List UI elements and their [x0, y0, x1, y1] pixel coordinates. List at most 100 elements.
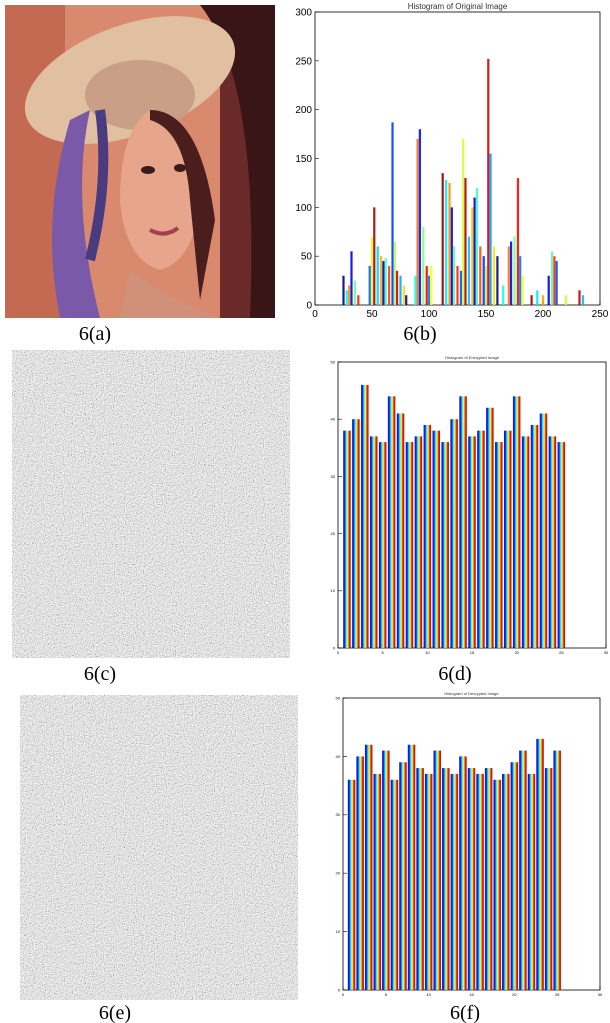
bar: [394, 242, 396, 305]
x-tick-label: 20: [512, 992, 517, 997]
bar: [531, 425, 539, 648]
y-tick-label: 50: [336, 695, 341, 700]
bar: [496, 256, 498, 305]
chart-title: Histogram of Encrypted Image: [445, 355, 500, 360]
bar: [388, 266, 390, 305]
bar: [428, 276, 430, 305]
bar: [361, 385, 369, 648]
x-tick-label: 10: [425, 650, 430, 655]
caption: 6(c): [84, 663, 116, 685]
bar: [399, 762, 407, 990]
caption: 6(a): [79, 323, 111, 345]
bar: [350, 251, 352, 305]
bar: [536, 290, 538, 305]
caption: 6(b): [403, 323, 436, 345]
x-tick-label: 0: [337, 650, 340, 655]
bar: [517, 178, 519, 305]
bar: [374, 774, 382, 990]
bar: [542, 295, 544, 305]
bar: [382, 261, 384, 305]
bar: [426, 266, 428, 305]
x-tick-label: 0: [312, 309, 318, 320]
bar: [385, 258, 387, 305]
bar: [442, 768, 450, 990]
bar: [551, 251, 553, 305]
bar: [405, 295, 407, 305]
bar: [485, 768, 493, 990]
caption: 6(f): [450, 1002, 480, 1023]
bar: [489, 154, 491, 305]
bar: [448, 183, 450, 305]
bar: [391, 122, 393, 305]
y-tick-label: 30: [331, 474, 336, 479]
y-tick-label: 50: [301, 252, 313, 263]
bar: [425, 774, 433, 990]
x-tick-label: 0: [342, 992, 345, 997]
bar: [441, 442, 449, 648]
decrypted-image: [20, 695, 298, 1000]
bar: [545, 768, 553, 990]
bar: [553, 256, 555, 305]
bar: [513, 237, 515, 305]
bar: [578, 290, 580, 305]
bar: [422, 227, 424, 305]
bar: [468, 768, 476, 990]
bar: [373, 207, 375, 305]
bar: [487, 59, 489, 305]
bar: [415, 436, 423, 648]
x-tick-label: 10: [426, 992, 431, 997]
bar: [549, 436, 557, 648]
x-tick-label: 15: [470, 650, 475, 655]
bar: [485, 266, 487, 305]
bar: [468, 237, 470, 305]
y-tick-label: 100: [295, 203, 312, 214]
bar: [493, 780, 501, 990]
bar: [391, 780, 399, 990]
bar: [536, 739, 544, 990]
bar: [502, 285, 504, 305]
bar: [343, 431, 351, 648]
y-tick-label: 10: [331, 588, 336, 593]
bar: [352, 419, 360, 648]
bar: [369, 266, 371, 305]
bar: [456, 266, 458, 305]
y-tick-label: 250: [295, 56, 312, 67]
bar: [460, 271, 462, 305]
bar: [397, 413, 405, 648]
bar: [528, 774, 536, 990]
bar: [464, 178, 466, 305]
y-tick-label: 50: [331, 359, 336, 364]
bar: [565, 295, 567, 305]
y-tick-label: 300: [295, 8, 312, 19]
bar: [519, 751, 527, 990]
bar: [419, 129, 421, 305]
bar: [430, 266, 432, 305]
y-tick-label: 0: [333, 645, 336, 650]
bar: [483, 256, 485, 305]
bar: [558, 442, 566, 648]
bar: [414, 276, 416, 305]
bar: [468, 436, 476, 648]
bar: [462, 139, 464, 305]
x-tick-label: 30: [598, 992, 603, 997]
bar: [388, 396, 396, 648]
bar: [476, 188, 478, 305]
bar: [406, 442, 414, 648]
bar: [408, 745, 416, 990]
bar: [519, 256, 521, 305]
bar: [502, 774, 510, 990]
bar: [521, 276, 523, 305]
x-tick-label: 100: [421, 309, 438, 320]
y-tick-label: 40: [331, 417, 336, 422]
y-tick-label: 20: [336, 871, 341, 876]
bar: [379, 442, 387, 648]
y-tick-label: 150: [295, 154, 312, 165]
caption: 6(e): [99, 1002, 131, 1023]
chart-title: Histogram of Decrypted Image: [444, 691, 499, 696]
bar: [513, 396, 521, 648]
bar: [417, 139, 419, 305]
caption: 6(d): [438, 663, 471, 685]
bar: [342, 276, 344, 305]
bar: [380, 256, 382, 305]
bar: [511, 762, 519, 990]
